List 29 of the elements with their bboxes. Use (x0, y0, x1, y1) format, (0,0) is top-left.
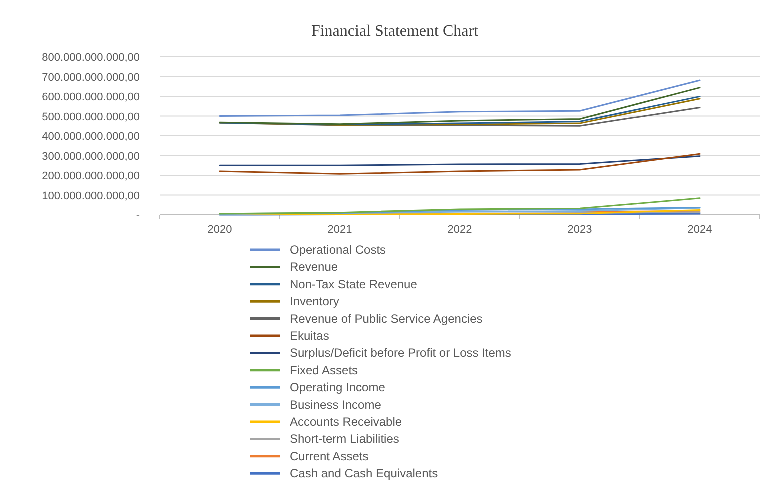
chart-title: Financial Statement Chart (311, 23, 480, 40)
y-tick-label: - (136, 210, 140, 222)
legend-label: Non-Tax State Revenue (290, 277, 418, 292)
legend-label: Surplus/Deficit before Profit or Loss Items (290, 346, 512, 360)
legend-label: Short-term Liabilities (290, 432, 400, 446)
legend-label: Accounts Receivable (290, 415, 402, 429)
legend-label: Operating Income (290, 380, 386, 395)
legend-label: Revenue of Public Service Agencies (290, 312, 483, 326)
legend-label: Business Income (290, 398, 382, 412)
x-tick-label: 2020 (208, 224, 232, 236)
legend-label: Cash and Cash Equivalents (290, 466, 438, 481)
legend-label: Operational Costs (290, 243, 386, 257)
x-tick-label: 2021 (328, 224, 352, 236)
legend-label: Inventory (290, 294, 340, 309)
x-tick-label: 2024 (688, 224, 712, 236)
y-tick-label: 200.000.000.000,00 (42, 170, 140, 182)
y-tick-label: 300.000.000.000,00 (42, 150, 140, 163)
y-tick-label: 500.000.000.000,00 (42, 111, 140, 124)
x-tick-label: 2022 (448, 224, 472, 236)
y-tick-label: 800.000.000.000,00 (42, 52, 140, 64)
y-tick-label: 100.000.000.000,00 (42, 190, 140, 202)
x-tick-label: 2023 (568, 224, 592, 236)
y-tick-label: 400.000.000.000,00 (42, 131, 140, 143)
y-tick-label: 700.000.000.000,00 (42, 72, 140, 84)
legend-label: Ekuitas (290, 329, 330, 343)
legend-label: Current Assets (290, 449, 369, 464)
y-tick-label: 600.000.000.000,00 (42, 92, 140, 104)
legend-label: Fixed Assets (290, 363, 358, 378)
legend-label: Revenue (290, 260, 338, 274)
